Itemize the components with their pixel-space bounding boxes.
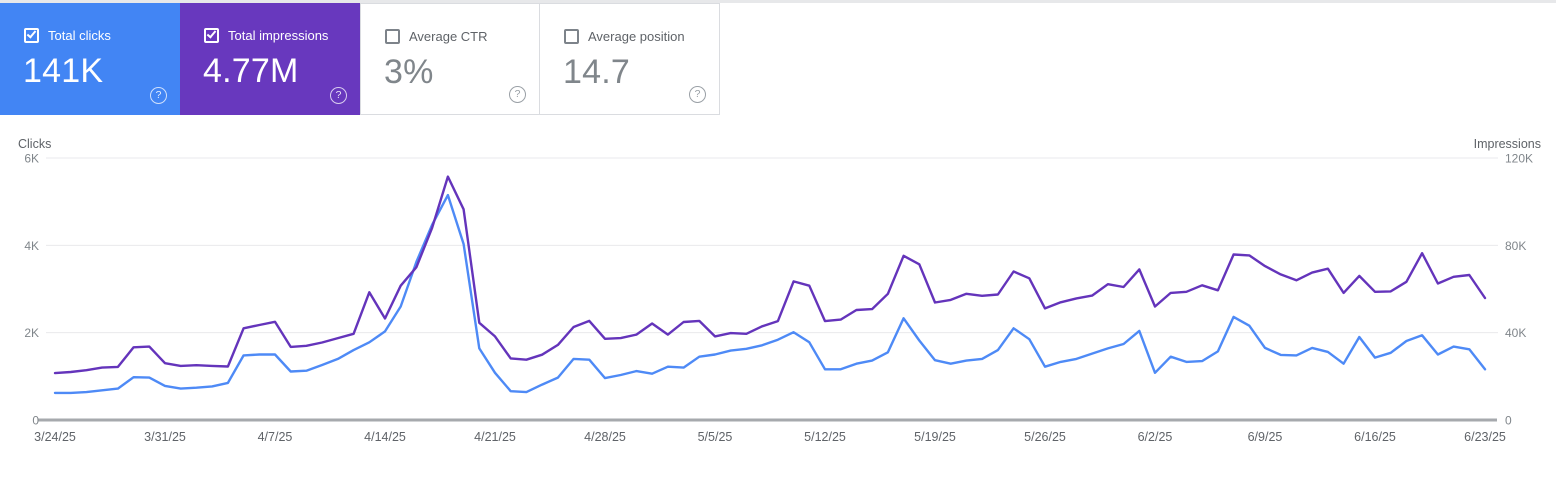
page-top-divider <box>0 0 1556 3</box>
total-clicks-label: Total clicks <box>48 28 111 43</box>
date-label: 4/21/25 <box>474 430 516 444</box>
date-label: 6/2/25 <box>1138 430 1173 444</box>
date-label: 4/28/25 <box>584 430 626 444</box>
date-label: 6/23/25 <box>1464 430 1506 444</box>
clicks-line[interactable] <box>53 193 1487 395</box>
left-axis-tick: 6K <box>24 152 39 166</box>
impressions-line[interactable] <box>53 175 1487 375</box>
date-label: 4/7/25 <box>258 430 293 444</box>
total-clicks-checkbox[interactable] <box>24 28 39 43</box>
right-axis-tick: 120K <box>1505 152 1533 166</box>
average-position-label: Average position <box>588 29 685 44</box>
average-ctr-checkbox[interactable] <box>385 29 400 44</box>
right-axis-tick: 40K <box>1505 326 1526 340</box>
average-position-checkbox[interactable] <box>564 29 579 44</box>
metric-card-total-clicks[interactable]: Total clicks 141K ? <box>0 3 180 115</box>
total-impressions-label: Total impressions <box>228 28 329 43</box>
left-axis-tick: 2K <box>24 326 39 340</box>
left-axis-tick: 4K <box>24 239 39 253</box>
date-label: 5/26/25 <box>1024 430 1066 444</box>
left-axis-tick: 0 <box>32 414 39 428</box>
date-label: 6/16/25 <box>1354 430 1396 444</box>
help-icon[interactable]: ? <box>689 86 706 103</box>
date-label: 5/12/25 <box>804 430 846 444</box>
date-label: 5/5/25 <box>698 430 733 444</box>
total-impressions-checkbox[interactable] <box>204 28 219 43</box>
right-axis-tick: 80K <box>1505 239 1526 253</box>
help-icon[interactable]: ? <box>150 87 167 104</box>
right-axis-tick: 0 <box>1505 414 1512 428</box>
average-position-value: 14.7 <box>563 53 630 91</box>
help-icon[interactable]: ? <box>330 87 347 104</box>
metric-cards-row: Total clicks 141K ? Total impressions 4.… <box>0 3 720 115</box>
help-icon[interactable]: ? <box>509 86 526 103</box>
left-axis-title: Clicks <box>18 137 51 151</box>
date-label: 3/24/25 <box>34 430 76 444</box>
metric-card-total-impressions[interactable]: Total impressions 4.77M ? <box>180 3 360 115</box>
date-label: 6/9/25 <box>1248 430 1283 444</box>
date-label: 4/14/25 <box>364 430 406 444</box>
date-label: 3/31/25 <box>144 430 186 444</box>
total-clicks-value: 141K <box>23 52 104 90</box>
total-impressions-value: 4.77M <box>203 52 299 90</box>
average-ctr-label: Average CTR <box>409 29 488 44</box>
metric-card-average-ctr[interactable]: Average CTR 3% ? <box>360 3 540 115</box>
right-axis-title: Impressions <box>1474 137 1541 151</box>
date-label: 5/19/25 <box>914 430 956 444</box>
metric-card-average-position[interactable]: Average position 14.7 ? <box>540 3 720 115</box>
average-ctr-value: 3% <box>384 53 434 91</box>
